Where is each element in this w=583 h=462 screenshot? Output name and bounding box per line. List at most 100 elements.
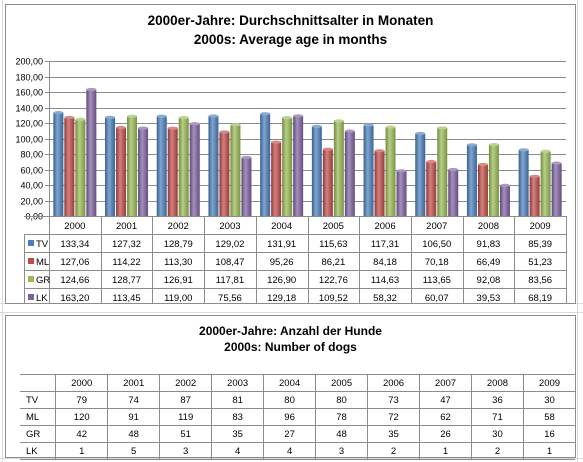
table-cell: 4 <box>211 442 264 460</box>
bar-lk-2006 <box>396 170 407 216</box>
bar-gr-2008 <box>488 144 499 216</box>
legend-label-gr: GR <box>36 275 50 286</box>
bar-gr-2002 <box>178 117 189 216</box>
chart-title: 2000er-Jahre: Durchschnittsalter in Mona… <box>147 13 434 28</box>
bar-top-gr-2005 <box>333 119 344 123</box>
table-cell: 96 <box>263 408 316 426</box>
dog-count-table-panel[interactable]: 2000er-Jahre: Anzahl der Hunde 2000s: Nu… <box>5 315 576 460</box>
table-cell: 74 <box>107 391 160 409</box>
table-cell: 58 <box>522 408 575 426</box>
year-header-cell: 2006 <box>367 374 420 392</box>
bar-top-tv-2006 <box>363 123 374 127</box>
bar-ml-2005 <box>322 149 333 216</box>
legend-key-tv <box>28 240 34 246</box>
bar-top-ml-2004 <box>271 140 282 144</box>
y-tick-label: 180,00 <box>15 73 43 83</box>
bar-top-gr-2007 <box>437 126 448 130</box>
y-tick-label: 60,00 <box>20 166 43 176</box>
table-header-row: 2000 2001 2002 2003 2004 2005 2006 2007 2008 2009 <box>20 374 575 392</box>
y-tick-label: 140,00 <box>15 104 43 114</box>
row-label: TV <box>20 391 56 409</box>
bar-ml-2006 <box>374 150 385 216</box>
table-cell: 35 <box>367 425 420 443</box>
year-header-cell: 2004 <box>263 374 316 392</box>
year-header-cell: 2009 <box>522 374 575 392</box>
table-row: TV 79 74 87 81 80 80 73 47 36 30 <box>20 391 575 409</box>
bar-lk-2008 <box>499 185 510 216</box>
data-label: 95,26 <box>270 257 294 268</box>
bar-top-gr-2001 <box>127 114 138 118</box>
bar-ml-2001 <box>116 127 127 216</box>
table-cell: 2 <box>367 442 420 460</box>
x-tick-label: 2006 <box>374 221 395 232</box>
average-age-chart[interactable]: 2000er-Jahre: Durchschnittsalter in Mona… <box>5 4 576 304</box>
bar-gr-2004 <box>282 117 293 216</box>
data-label: 92,08 <box>477 275 501 286</box>
data-label: 127,06 <box>60 257 89 268</box>
data-label: 126,91 <box>164 275 193 286</box>
bar-top-lk-2004 <box>293 114 304 118</box>
y-tick-label: 40,00 <box>20 181 43 191</box>
data-label: 131,91 <box>267 239 296 250</box>
y-tick-label: 100,00 <box>15 135 43 145</box>
bar-top-ml-2006 <box>374 149 385 153</box>
table-cell: 16 <box>522 425 575 443</box>
bar-tv-2005 <box>311 126 322 216</box>
legend-key-gr <box>28 276 34 282</box>
table-cell: 47 <box>419 391 472 409</box>
bar-tv-2004 <box>260 113 271 216</box>
data-label: 108,47 <box>215 257 244 268</box>
data-label: 75,56 <box>218 293 242 303</box>
bar-tv-2002 <box>156 116 167 216</box>
table-cell: 35 <box>211 425 264 443</box>
bar-ml-2003 <box>219 131 230 216</box>
data-label: 122,76 <box>319 275 348 286</box>
bar-top-gr-2006 <box>385 125 396 129</box>
table-cell: 48 <box>315 425 368 443</box>
bar-top-tv-2009 <box>518 148 529 152</box>
y-tick-label: 20,00 <box>20 197 43 207</box>
data-label: 114,22 <box>112 257 140 268</box>
data-label: 113,45 <box>112 293 140 303</box>
table-cell: 83 <box>211 408 264 426</box>
table-cell: 48 <box>107 425 160 443</box>
bar-top-tv-2005 <box>311 124 322 128</box>
bar-gr-2000 <box>75 119 86 216</box>
table-cell: 1 <box>55 442 108 460</box>
bar-lk-2007 <box>448 169 459 216</box>
bar-top-ml-2008 <box>477 162 488 167</box>
bar-top-tv-2000 <box>53 111 64 115</box>
table-cell: 78 <box>315 408 368 426</box>
table-cell: 87 <box>159 391 212 409</box>
data-label: 60,07 <box>425 293 449 303</box>
data-label: 128,79 <box>164 239 193 250</box>
x-tick-label: 2000 <box>64 221 85 232</box>
data-label: 114,63 <box>371 275 399 286</box>
bar-ml-2000 <box>64 117 75 216</box>
bar-lk-2002 <box>189 123 200 216</box>
bar-top-tv-2004 <box>260 112 271 116</box>
x-tick-label: 2002 <box>168 221 189 232</box>
bar-ml-2004 <box>271 142 282 216</box>
data-label: 163,20 <box>60 293 89 303</box>
table-cell: 3 <box>159 442 212 460</box>
data-label: 70,18 <box>425 257 449 268</box>
table-row: GR 42 48 51 35 27 48 35 26 30 16 <box>20 425 575 443</box>
data-label: 113,65 <box>423 275 451 286</box>
data-label: 86,21 <box>321 257 345 268</box>
data-label: 58,32 <box>373 293 397 303</box>
data-label: 117,81 <box>216 275 244 286</box>
bar-top-tv-2001 <box>105 115 116 119</box>
table-cell: 72 <box>367 408 420 426</box>
legend-label-tv: TV <box>36 239 49 250</box>
bar-gr-2001 <box>127 116 138 216</box>
table-cell: 81 <box>211 391 264 409</box>
row-label: ML <box>20 408 56 426</box>
table-cell: 73 <box>367 391 420 409</box>
table-cell: 91 <box>107 408 160 426</box>
data-label: 128,77 <box>112 275 141 286</box>
data-label: 119,00 <box>164 293 192 303</box>
data-label: 124,66 <box>60 275 89 286</box>
data-label: 126,90 <box>267 275 296 286</box>
bar-chart-plot: 0,0020,0040,0060,0080,00100,00120,00140,… <box>15 57 567 303</box>
